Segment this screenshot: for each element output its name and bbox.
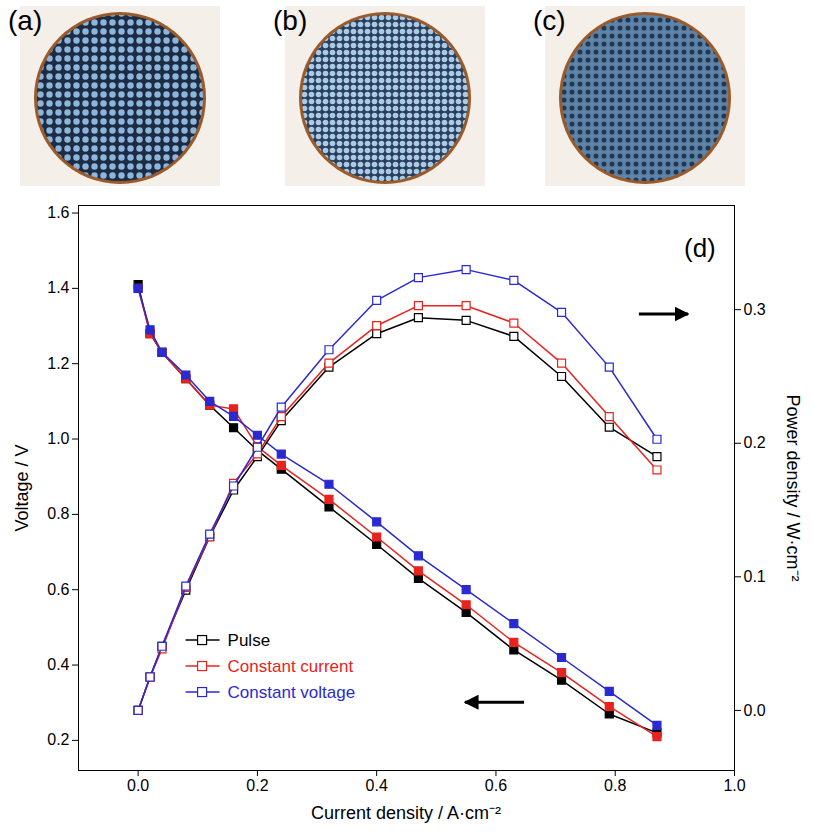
svg-text:(a): (a)	[8, 5, 42, 36]
svg-text:0.8: 0.8	[604, 777, 626, 794]
svg-text:0.6: 0.6	[47, 581, 69, 598]
svg-text:0.4: 0.4	[366, 777, 388, 794]
html-text:Voltage / V: Voltage / V	[11, 444, 32, 531]
svg-text:Constant voltage: Constant voltage	[228, 683, 356, 702]
svg-text:0.1: 0.1	[744, 568, 766, 585]
svg-text:0.0: 0.0	[744, 702, 766, 719]
svg-text:(c): (c)	[533, 5, 566, 36]
svg-text:1.0: 1.0	[723, 777, 745, 794]
html-text:(d): (d)	[684, 233, 716, 263]
svg-text:0.3: 0.3	[744, 301, 766, 318]
svg-text:1.4: 1.4	[47, 279, 69, 296]
svg-text:(b): (b)	[273, 5, 307, 36]
svg-text:1.0: 1.0	[47, 430, 69, 447]
svg-text:1.2: 1.2	[47, 355, 69, 372]
svg-text:0.0: 0.0	[127, 777, 149, 794]
svg-text:0.2: 0.2	[246, 777, 268, 794]
svg-text:0.2: 0.2	[744, 434, 766, 451]
html-text:Power density / W·cm⁻²: Power density / W·cm⁻²	[783, 394, 803, 581]
svg-text:1.6: 1.6	[47, 204, 69, 221]
svg-text:Pulse: Pulse	[228, 631, 271, 650]
svg-text:0.6: 0.6	[485, 777, 507, 794]
html-text:Current density / A·cm⁻²: Current density / A·cm⁻²	[311, 803, 501, 823]
svg-text:0.4: 0.4	[47, 656, 69, 673]
svg-text:Constant current: Constant current	[228, 657, 354, 676]
svg-text:0.2: 0.2	[47, 731, 69, 748]
svg-text:0.8: 0.8	[47, 505, 69, 522]
